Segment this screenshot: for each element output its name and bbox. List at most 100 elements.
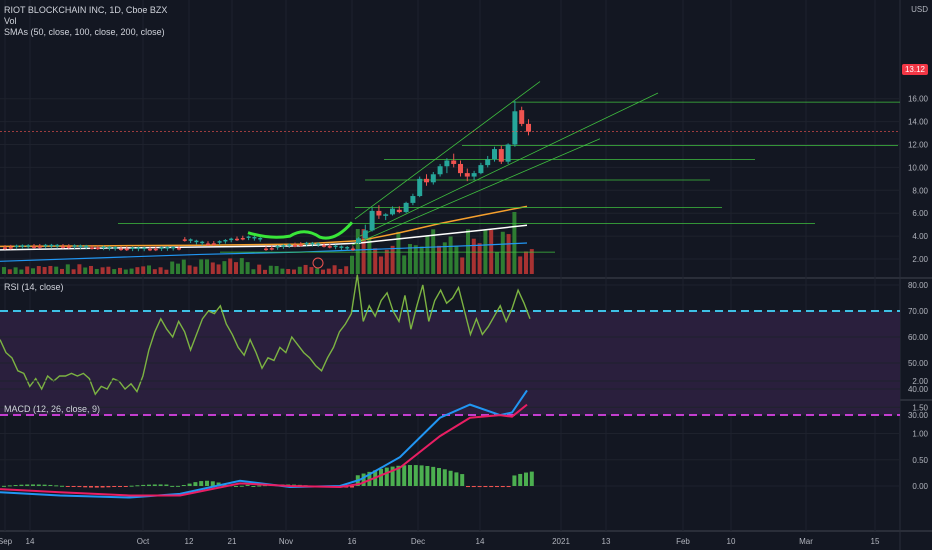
candle-body (322, 245, 326, 247)
candle-body (171, 246, 176, 249)
candle-body (281, 245, 286, 247)
x-tick-label: Nov (279, 537, 293, 546)
macd-histogram-bar (210, 481, 215, 486)
macd-histogram-bar (94, 486, 99, 488)
candle-body (90, 247, 94, 249)
volume-bar (524, 251, 528, 274)
macd-histogram-bar (437, 467, 441, 486)
volume-bar (210, 262, 215, 274)
macd-histogram-bar (141, 484, 146, 486)
volume-bar (437, 245, 441, 274)
volume-bar (274, 266, 279, 274)
price-tick-label: 2.00 (912, 255, 928, 264)
volume-bar (408, 244, 412, 274)
candle-body (142, 247, 147, 250)
volume-bar (199, 259, 204, 274)
volume-bar (315, 268, 320, 274)
vol-label[interactable]: Vol (4, 16, 17, 26)
macd-tick-label: 0.50 (912, 456, 928, 465)
volume-bar (181, 259, 186, 274)
macd-histogram-bar (512, 475, 517, 486)
candle-body (113, 246, 118, 249)
candle-body (498, 149, 504, 162)
macd-histogram-bar (152, 484, 157, 486)
candle-body (217, 241, 222, 243)
macd-histogram-bar (77, 486, 82, 488)
volume-bar (500, 231, 505, 274)
macd-histogram-bar (112, 486, 117, 487)
rsi-title[interactable]: RSI (14, close) (4, 282, 64, 292)
macd-histogram-bar (7, 485, 12, 487)
candle-body (20, 245, 25, 247)
volume-bar (332, 265, 337, 274)
candle-body (119, 248, 123, 251)
volume-bar (106, 266, 111, 274)
candle-body (188, 239, 193, 241)
macd-histogram-bar (25, 484, 30, 486)
candle-body (327, 246, 332, 248)
rsi-tick-label: 80.00 (908, 281, 929, 290)
candle-body (287, 244, 292, 246)
candle-body (246, 236, 251, 238)
candle-body (8, 247, 13, 249)
rsi-tick-label: 40.00 (908, 385, 929, 394)
volume-bar (13, 267, 18, 274)
macd-histogram-bar (13, 485, 18, 487)
rsi-tick-label: 50.00 (908, 359, 929, 368)
macd-histogram-bar (234, 485, 238, 487)
candle-body (464, 173, 470, 177)
candle-body (235, 238, 239, 241)
macd-histogram-bar (48, 484, 53, 486)
rsi-legend: RSI (14, close) (4, 282, 64, 293)
macd-histogram-bar (36, 484, 41, 486)
macd-title[interactable]: MACD (12, 26, close, 9) (4, 404, 101, 414)
volume-bar (419, 246, 424, 274)
macd-histogram-bar (257, 485, 262, 487)
price-tick-label: 10.00 (908, 163, 929, 172)
volume-bar (222, 261, 227, 274)
volume-bar (239, 258, 244, 274)
macd-histogram-bar (199, 481, 204, 486)
sma-label[interactable]: SMAs (50, close, 100, close, 200, close) (4, 27, 165, 37)
macd-histogram-bar (187, 483, 192, 486)
macd-histogram-bar (158, 484, 163, 486)
macd-histogram-bar (205, 480, 209, 486)
candle-body (32, 246, 36, 248)
macd-histogram-bar (442, 469, 447, 486)
candle-body (383, 214, 389, 216)
macd-histogram-bar (65, 486, 70, 487)
candle-body (78, 245, 83, 247)
volume-bar (396, 231, 401, 274)
macd-histogram-bar (100, 486, 105, 488)
macd-histogram-bar (454, 472, 459, 486)
volume-bar (303, 264, 308, 274)
macd-histogram-bar (245, 484, 250, 486)
volume-bar (361, 229, 366, 274)
symbol-title[interactable]: RIOT BLOCKCHAIN INC, 1D, Cboe BZX (4, 5, 168, 15)
macd-histogram-bar (460, 474, 465, 486)
volume-bar (77, 264, 82, 274)
candle-body (3, 247, 7, 249)
candle-body (310, 242, 315, 245)
candle-body (485, 159, 491, 166)
macd-histogram-bar (129, 485, 134, 487)
volume-bar (448, 236, 453, 274)
macd-histogram-bar (367, 471, 372, 486)
candle-body (14, 245, 19, 248)
price-tick-label: 16.00 (908, 95, 929, 104)
macd-histogram-bar (193, 482, 198, 486)
volume-bar (234, 262, 238, 274)
price-tick-label: 6.00 (912, 209, 928, 218)
x-tick-label: 14 (476, 537, 485, 546)
candle-body (333, 245, 338, 248)
candle-body (444, 160, 450, 167)
candle-body (49, 244, 54, 247)
signal-line (0, 403, 528, 497)
volume-bar (216, 264, 221, 274)
volume-bar (471, 238, 476, 274)
volume-bar (390, 245, 395, 274)
macd-histogram-bar (89, 486, 93, 488)
x-tick-label: 12 (185, 537, 194, 546)
volume-bar (529, 249, 534, 274)
